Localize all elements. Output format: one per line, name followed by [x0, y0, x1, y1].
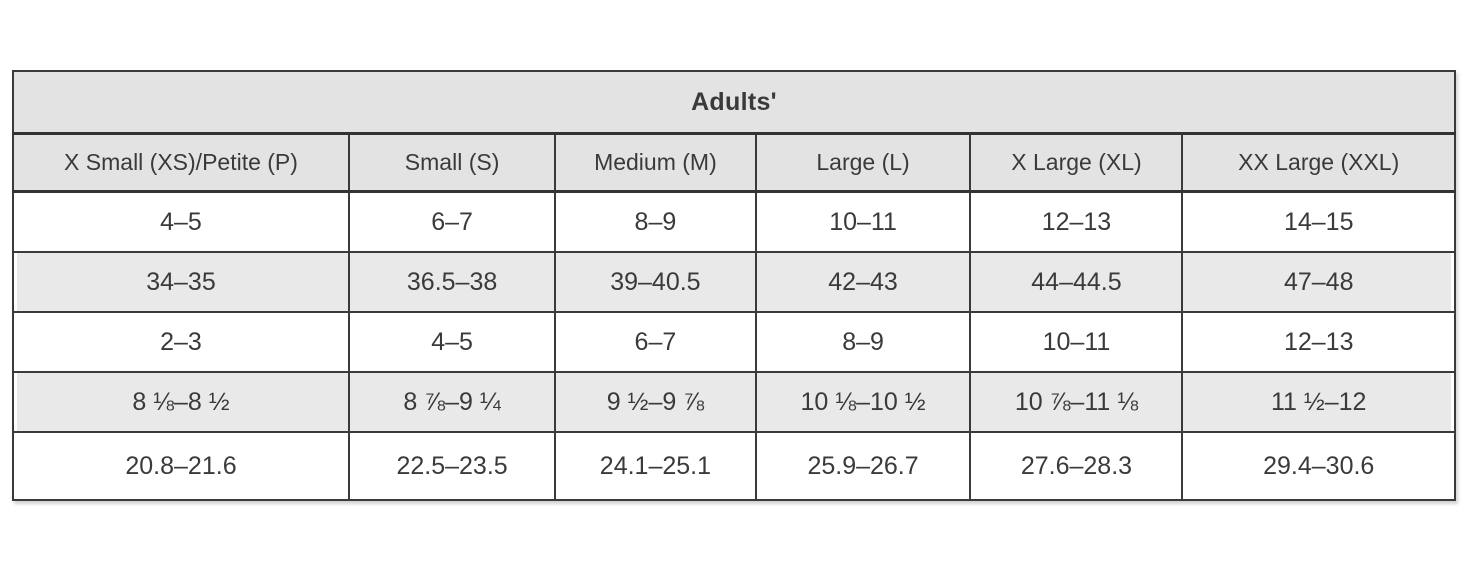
table-cell: 14–15: [1181, 190, 1456, 253]
table-cell: 36.5–38: [347, 251, 557, 313]
column-header-1: X Small (XS)/Petite (P): [12, 132, 350, 193]
table-cell: 9 ½–9 ⅞: [554, 371, 757, 433]
column-header-row: X Small (XS)/Petite (P) Small (S) Medium (…: [12, 132, 1456, 193]
table-cell: 8 ⅞–9 ¼: [347, 371, 557, 433]
table-cell: 42–43: [754, 251, 972, 313]
table-cell: 47–48: [1181, 251, 1456, 313]
table-row-5: 20.8–21.6 22.5–23.5 24.1–25.1 25.9–26.7 27.6…: [12, 431, 1456, 501]
column-header-2: Small (S): [347, 132, 557, 193]
column-header-3: Medium (M): [554, 132, 757, 193]
table-cell: 8–9: [754, 311, 972, 373]
table-cell: 22.5–23.5: [347, 431, 557, 501]
table-cell: 4–5: [347, 311, 557, 373]
table-row-1: 4–5 6–7 8–9 10–11 12–13 14–15: [12, 190, 1456, 253]
table-title-row: Adults': [12, 70, 1456, 135]
table-cell: 4–5: [12, 190, 350, 253]
column-header-5: X Large (XL): [969, 132, 1184, 193]
table-cell: 11 ½–12: [1181, 371, 1456, 433]
table-row-2: 34–35 36.5–38 39–40.5 42–43 44–44.5 47–48: [12, 251, 1456, 313]
table-cell: 20.8–21.6: [12, 431, 350, 501]
table-cell: 8 ⅛–8 ½: [12, 371, 350, 433]
table-cell: 27.6–28.3: [969, 431, 1184, 501]
table-body: 4–5 6–7 8–9 10–11 12–13 14–15 34–35 36.5–38 39–4…: [12, 190, 1456, 501]
column-header-6: XX Large (XXL): [1181, 132, 1456, 193]
table-cell: 10 ⅛–10 ½: [754, 371, 972, 433]
table-cell: 34–35: [12, 251, 350, 313]
table-cell: 10–11: [969, 311, 1184, 373]
table-cell: 39–40.5: [554, 251, 757, 313]
table-row-3: 2–3 4–5 6–7 8–9 10–11 12–13: [12, 311, 1456, 373]
table-cell: 10–11: [754, 190, 972, 253]
table-cell: 24.1–25.1: [554, 431, 757, 501]
adults-size-chart-table: Adults' X Small (XS)/Petite (P) Small (S)…: [12, 70, 1456, 501]
table-cell: 10 ⅞–11 ⅛: [969, 371, 1184, 433]
table-cell: 44–44.5: [969, 251, 1184, 313]
table-cell: 29.4–30.6: [1181, 431, 1456, 501]
table-cell: 12–13: [969, 190, 1184, 253]
table-cell: 8–9: [554, 190, 757, 253]
table-cell: 25.9–26.7: [754, 431, 972, 501]
table-cell: 2–3: [12, 311, 350, 373]
column-header-4: Large (L): [754, 132, 972, 193]
table-title: Adults': [12, 70, 1456, 135]
table-cell: 12–13: [1181, 311, 1456, 373]
table-cell: 6–7: [347, 190, 557, 253]
table-cell: 6–7: [554, 311, 757, 373]
